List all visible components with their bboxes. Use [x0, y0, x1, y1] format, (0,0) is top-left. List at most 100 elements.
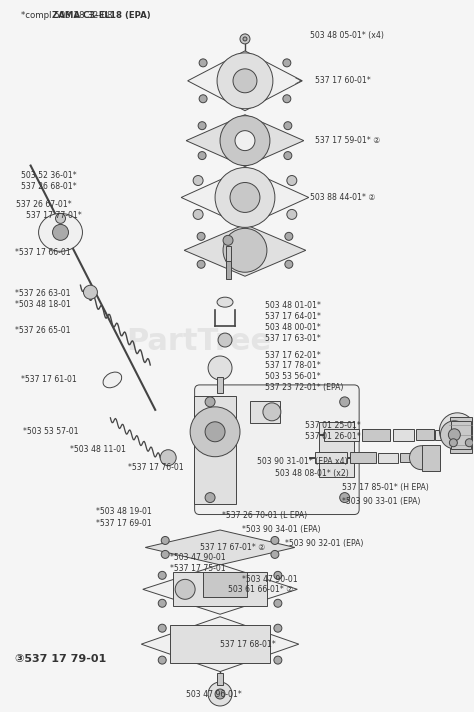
Circle shape [158, 624, 166, 632]
Text: 537 17 85-01* (H EPA): 537 17 85-01* (H EPA) [342, 483, 428, 492]
Circle shape [160, 450, 176, 466]
Text: *503 90 32-01 (EPA): *503 90 32-01 (EPA) [285, 539, 363, 548]
Ellipse shape [38, 214, 82, 251]
Text: *503 48 18-01: *503 48 18-01 [15, 300, 71, 309]
Bar [226, 246, 230, 266]
Text: 537 17 68-01*: 537 17 68-01* [220, 639, 276, 649]
Circle shape [284, 122, 292, 130]
Circle shape [223, 229, 267, 272]
Text: 503 90 31-01* (EPA x4): 503 90 31-01* (EPA x4) [257, 457, 347, 466]
Circle shape [283, 59, 291, 67]
Text: *503 48 11-01: *503 48 11-01 [71, 445, 127, 454]
Circle shape [197, 232, 205, 241]
Circle shape [208, 682, 232, 706]
Text: 537 17 67-01* ②: 537 17 67-01* ② [200, 543, 265, 552]
Circle shape [340, 397, 350, 407]
Bar [378, 453, 398, 463]
Circle shape [55, 214, 65, 224]
Circle shape [205, 493, 215, 503]
Text: ZAMA C3-EL18 (EPA): ZAMA C3-EL18 (EPA) [52, 11, 151, 19]
Polygon shape [145, 530, 295, 565]
Bar [250, 401, 280, 423]
Circle shape [283, 95, 291, 103]
Bar [173, 572, 267, 606]
Bar [217, 673, 223, 685]
Circle shape [53, 224, 69, 241]
Bar [400, 454, 416, 462]
Text: 537 26 68-01*: 537 26 68-01* [21, 182, 76, 191]
Text: 503 47 96-01*: 503 47 96-01* [186, 689, 242, 698]
Bar [315, 452, 346, 464]
Circle shape [274, 656, 282, 664]
Circle shape [158, 571, 166, 580]
Bar [324, 429, 359, 441]
Circle shape [215, 689, 225, 699]
Circle shape [215, 167, 275, 227]
Circle shape [340, 493, 350, 503]
Circle shape [230, 182, 260, 212]
Bar [392, 429, 414, 441]
Text: 503 61 66-01* ②: 503 61 66-01* ② [228, 585, 293, 594]
Polygon shape [186, 115, 304, 167]
Circle shape [284, 152, 292, 159]
Bar [417, 429, 434, 440]
Polygon shape [188, 51, 302, 111]
Circle shape [263, 403, 281, 421]
Circle shape [175, 580, 195, 600]
Text: *537 26 70-01 (L EPA): *537 26 70-01 (L EPA) [222, 511, 307, 520]
Circle shape [198, 122, 206, 130]
Circle shape [208, 356, 232, 380]
Circle shape [233, 69, 257, 93]
Text: *537 26 63-01: *537 26 63-01 [15, 288, 70, 298]
Ellipse shape [103, 372, 122, 388]
FancyBboxPatch shape [195, 385, 359, 515]
Circle shape [218, 333, 232, 347]
Circle shape [83, 286, 98, 299]
Text: 503 52 36-01*: 503 52 36-01* [21, 171, 76, 180]
Bar [226, 261, 230, 279]
Text: *537 17 75-01: *537 17 75-01 [170, 564, 226, 573]
Text: 537 17 59-01* ②: 537 17 59-01* ② [315, 136, 380, 145]
Circle shape [199, 59, 207, 67]
Circle shape [274, 624, 282, 632]
Text: *537 17 69-01: *537 17 69-01 [96, 519, 152, 528]
Circle shape [205, 422, 225, 441]
Circle shape [158, 600, 166, 607]
Circle shape [449, 439, 457, 446]
Circle shape [205, 397, 215, 407]
Ellipse shape [217, 297, 233, 307]
Bar [436, 430, 449, 440]
Text: *503 90 34-01 (EPA): *503 90 34-01 (EPA) [242, 525, 320, 534]
Circle shape [285, 232, 293, 241]
Circle shape [161, 550, 169, 558]
Text: *537 26 65-01: *537 26 65-01 [15, 325, 70, 335]
Circle shape [243, 37, 247, 41]
Text: ③537 17 79-01: ③537 17 79-01 [15, 654, 106, 664]
Circle shape [193, 209, 203, 219]
Polygon shape [141, 617, 299, 671]
Text: 537 17 77-01*: 537 17 77-01* [26, 211, 82, 220]
Bar [350, 452, 375, 464]
Text: *503 47 90-01: *503 47 90-01 [170, 553, 226, 562]
Circle shape [240, 34, 250, 44]
Circle shape [448, 429, 460, 441]
Circle shape [465, 439, 474, 446]
Text: PartTree: PartTree [127, 328, 272, 356]
Text: *537 17 61-01: *537 17 61-01 [21, 375, 76, 384]
Text: *537 17 66-01: *537 17 66-01 [15, 248, 71, 257]
Circle shape [440, 421, 468, 449]
Text: 503 48 00-01*: 503 48 00-01* [265, 323, 321, 332]
Circle shape [158, 656, 166, 664]
Circle shape [161, 536, 169, 545]
Circle shape [274, 571, 282, 580]
Circle shape [217, 53, 273, 109]
Polygon shape [143, 565, 297, 614]
Circle shape [287, 209, 297, 219]
Text: 537 01 25-01*: 537 01 25-01* [305, 422, 361, 430]
Text: *compl 503 28 32-08: *compl 503 28 32-08 [21, 11, 115, 19]
Circle shape [271, 550, 279, 558]
Bar [202, 572, 247, 597]
Text: 537 17 62-01*: 537 17 62-01* [265, 350, 321, 360]
Bar [422, 445, 440, 471]
Text: 503 88 44-01* ②: 503 88 44-01* ② [310, 193, 375, 202]
